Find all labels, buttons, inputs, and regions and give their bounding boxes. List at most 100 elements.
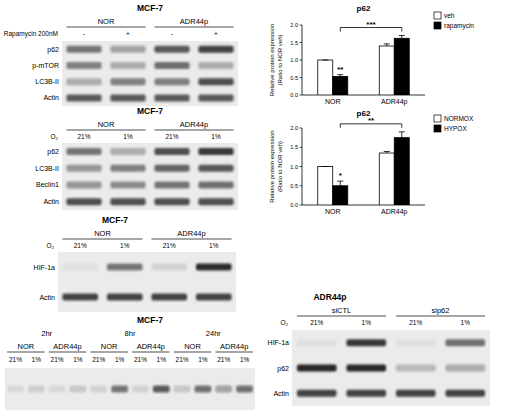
band	[66, 148, 101, 155]
y-tick	[300, 128, 303, 129]
group-label: sip62	[432, 306, 450, 315]
row-label: Actin	[43, 198, 59, 205]
panel-title: MCF-7	[137, 3, 163, 13]
row-label: HIF-1a	[268, 339, 290, 346]
band	[198, 62, 233, 69]
condition-label: O₂	[50, 133, 58, 140]
bar	[318, 167, 333, 206]
band	[107, 264, 143, 271]
lane-label: 21%	[409, 319, 422, 326]
error-bar	[399, 132, 405, 138]
band	[49, 386, 66, 393]
y-tick	[300, 25, 303, 26]
band	[70, 386, 87, 393]
band	[196, 294, 232, 301]
bar-chart: p62Relative protein expression(Ratio to …	[269, 4, 474, 106]
band	[110, 165, 145, 172]
band	[66, 62, 101, 69]
error-bar	[337, 181, 343, 186]
band	[174, 386, 191, 393]
group-label: ADR44p	[53, 342, 81, 351]
legend-label: NORMOX	[444, 115, 474, 122]
group-label: siCTL	[332, 306, 352, 315]
band	[236, 386, 253, 393]
y-label: Relative protein expression	[269, 130, 275, 202]
lane-label: 1%	[32, 356, 42, 363]
group-label: NOR	[184, 342, 201, 351]
band	[198, 78, 233, 85]
band	[132, 386, 149, 393]
band	[154, 198, 189, 205]
blot-membrane	[292, 330, 490, 406]
group-line	[215, 352, 253, 353]
group-label: NOR	[17, 342, 34, 351]
band	[110, 148, 145, 155]
y-tick	[300, 77, 303, 78]
figure: MCF-7NORADR44p-+-+Rapamycin 200nMp62p-mT…	[0, 0, 505, 416]
y-label: Relative protein expression	[269, 24, 275, 96]
y-tick	[300, 95, 303, 96]
y-tick-label: 1.0	[290, 164, 298, 170]
band	[346, 365, 386, 372]
row-label: p-mTOR	[32, 62, 59, 70]
panel-title: MCF-7	[102, 215, 128, 225]
band	[110, 198, 145, 205]
band	[107, 294, 143, 301]
band	[198, 165, 233, 172]
category-label: ADR44p	[381, 208, 408, 216]
band	[396, 339, 436, 346]
lane-label: 1%	[198, 356, 208, 363]
lane-label: 21%	[310, 319, 323, 326]
group-label: ADR44p	[177, 229, 205, 238]
y-tick-label: 1.0	[290, 57, 298, 63]
blot-panel: MCF-7NORADR44p21%1%21%1%O₂HIF-1aActin	[34, 215, 236, 312]
y-tick	[300, 42, 303, 43]
error-bar	[384, 44, 390, 46]
row-label: LC3B-II	[35, 78, 59, 85]
time-label: 8hr	[125, 329, 136, 338]
y-label: (Ratio to NOR veh)	[277, 141, 283, 192]
band	[154, 46, 189, 53]
band	[153, 386, 170, 393]
band	[198, 46, 233, 53]
lane-label: 1%	[157, 356, 167, 363]
band	[7, 386, 24, 393]
row-label: p62	[47, 148, 59, 156]
error-bar	[399, 36, 405, 39]
lane-label: 1%	[240, 356, 250, 363]
error-bar	[322, 166, 328, 167]
lane-label: 21%	[9, 356, 22, 363]
band	[154, 165, 189, 172]
band	[66, 181, 101, 188]
lane-label: 1%	[209, 242, 219, 249]
group-label: ADR44p	[137, 342, 165, 351]
band	[196, 264, 232, 271]
band	[110, 78, 145, 85]
band	[445, 365, 485, 372]
blot-membrane	[58, 252, 236, 312]
band	[297, 390, 337, 397]
band	[195, 386, 212, 393]
lane-label: 1%	[362, 319, 372, 326]
group-label: NOR	[98, 120, 115, 129]
band	[62, 264, 98, 271]
group-label: ADR44p	[220, 342, 248, 351]
lane-label: 21%	[176, 356, 189, 363]
lane-label: -	[83, 30, 85, 37]
lane-label: 21%	[217, 356, 230, 363]
condition-label: O₂	[280, 319, 288, 326]
band	[90, 386, 107, 393]
group-label: ADR44p	[180, 17, 208, 26]
bar	[379, 46, 394, 95]
group-line	[297, 316, 386, 317]
y-tick	[300, 60, 303, 61]
band	[62, 294, 98, 301]
band	[346, 339, 386, 346]
panel-title: MCF-7	[137, 315, 163, 325]
band	[66, 198, 101, 205]
y-tick-label: 0.5	[290, 75, 298, 81]
legend-swatch	[434, 115, 441, 122]
band	[154, 94, 189, 101]
band	[110, 181, 145, 188]
group-line	[66, 130, 145, 131]
